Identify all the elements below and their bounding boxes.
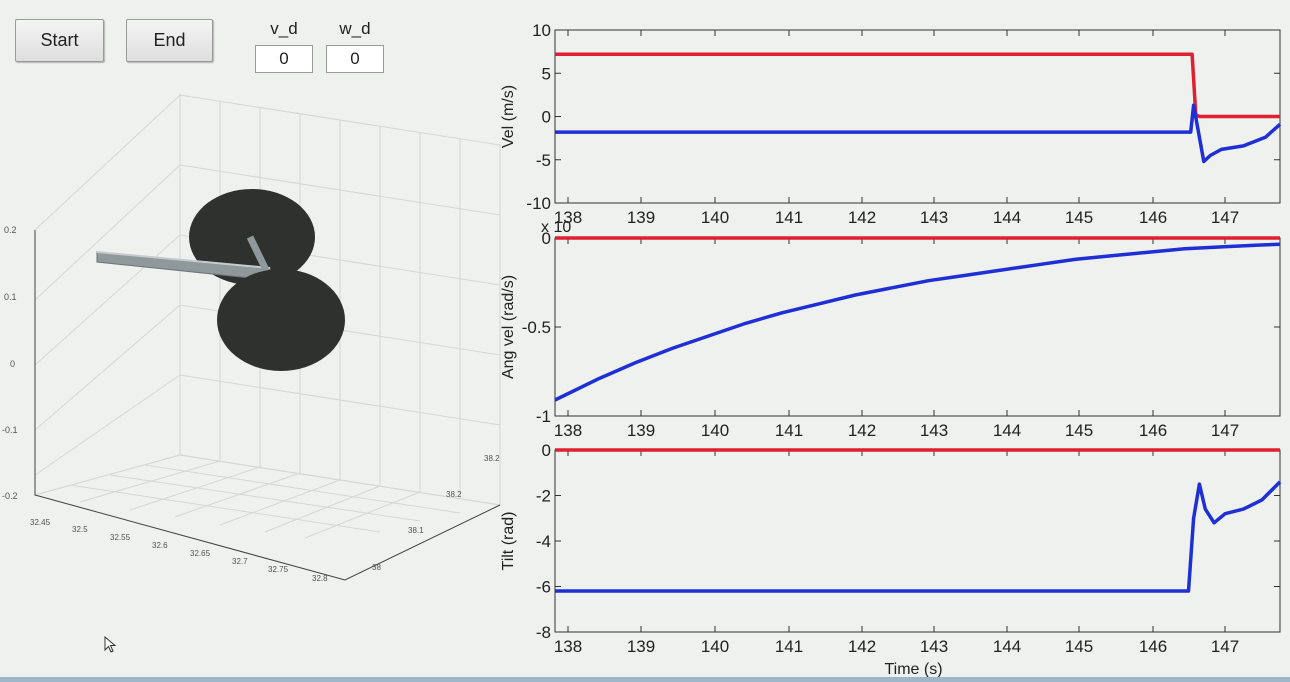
x-tick-label: 138 <box>554 208 582 227</box>
stem-rod <box>246 235 270 272</box>
x-tick-label: 138 <box>554 421 582 440</box>
x-tick-label: 143 <box>920 208 948 227</box>
window-bottom-border <box>0 677 1290 682</box>
x-tick-label: 143 <box>920 637 948 656</box>
svg-text:38.2: 38.2 <box>484 454 500 463</box>
x-tick-label: 147 <box>1211 421 1239 440</box>
x-tick-label: 144 <box>993 208 1021 227</box>
x-tick-label: 142 <box>848 637 876 656</box>
svg-text:32.65: 32.65 <box>190 549 211 558</box>
x-tick-label: 145 <box>1065 421 1093 440</box>
x-tick-label: 142 <box>848 421 876 440</box>
x-tick-label: 147 <box>1211 208 1239 227</box>
x-axis-label: Time (s) <box>884 661 942 678</box>
series-line-2 <box>555 480 1282 593</box>
y-tick-label: -0.5 <box>522 318 551 337</box>
w-d-field[interactable]: 0 <box>326 45 384 73</box>
y-tick-label: -8 <box>536 623 551 642</box>
y-tick-label: 0 <box>542 441 551 460</box>
robot-3d-view[interactable]: 0.2 0.1 0 -0.1 -0.2 32.45 32.5 32.55 32.… <box>0 85 520 605</box>
svg-text:-0.2: -0.2 <box>2 491 18 501</box>
start-button[interactable]: Start <box>15 19 104 62</box>
y-tick-label: -4 <box>536 532 551 551</box>
x-tick-label: 147 <box>1211 637 1239 656</box>
x-tick-label: 146 <box>1139 421 1167 440</box>
x-tick-label: 143 <box>920 421 948 440</box>
x-tick-label: 141 <box>775 208 803 227</box>
svg-text:32.8: 32.8 <box>312 574 328 583</box>
svg-text:0.2: 0.2 <box>4 225 17 235</box>
y-tick-label: 0 <box>542 108 551 127</box>
y-tick-label: -5 <box>536 151 551 170</box>
svg-text:32.45: 32.45 <box>30 518 51 527</box>
x-tick-label: 145 <box>1065 208 1093 227</box>
v-d-field[interactable]: 0 <box>255 45 313 73</box>
exponent-label: x 10 <box>541 219 571 236</box>
y-tick-labels: 38 38.1 38.2 38.2 <box>372 454 500 572</box>
x-tick-label: 142 <box>848 208 876 227</box>
svg-text:32.7: 32.7 <box>232 557 248 566</box>
series-line-2 <box>554 242 1281 402</box>
svg-text:32.55: 32.55 <box>110 533 131 542</box>
y-axis-label: Vel (m/s) <box>500 85 517 148</box>
x-tick-label: 140 <box>701 637 729 656</box>
y-tick-label: 10 <box>532 21 551 40</box>
mouse-cursor-icon <box>104 636 117 653</box>
y-tick-label: -6 <box>536 578 551 597</box>
plot-area <box>554 237 1281 417</box>
front-wheel <box>217 269 345 371</box>
y-tick-label: 0 <box>542 229 551 248</box>
y-tick-label: -10 <box>526 194 551 213</box>
svg-text:38.2: 38.2 <box>446 490 462 499</box>
y-axis-label: Tilt (rad) <box>500 512 517 571</box>
series-line-2 <box>555 103 1282 164</box>
x-tick-label: 141 <box>775 637 803 656</box>
y-axis-label: Ang vel (rad/s) <box>500 275 517 379</box>
svg-text:32.6: 32.6 <box>152 541 168 550</box>
plot-area <box>554 449 1281 633</box>
w-d-label: w_d <box>339 19 371 38</box>
svg-text:32.5: 32.5 <box>72 525 88 534</box>
y-tick-label: -2 <box>536 487 551 506</box>
x-tick-label: 140 <box>701 421 729 440</box>
end-button[interactable]: End <box>126 19 213 62</box>
x-tick-label: 138 <box>554 637 582 656</box>
svg-text:-0.1: -0.1 <box>2 425 18 435</box>
x-tick-label: 146 <box>1139 637 1167 656</box>
z-tick-labels: 0.2 0.1 0 -0.1 -0.2 <box>2 225 18 501</box>
x-tick-label: 146 <box>1139 208 1167 227</box>
x-tick-label: 144 <box>993 637 1021 656</box>
y-tick-label: 5 <box>542 64 551 83</box>
svg-text:0: 0 <box>10 359 15 369</box>
svg-text:38.1: 38.1 <box>408 526 424 535</box>
v-d-label: v_d <box>270 19 298 38</box>
x-tick-label: 139 <box>627 208 655 227</box>
x-tick-label: 141 <box>775 421 803 440</box>
y-tick-label: -1 <box>536 407 551 426</box>
x-tick-label: 145 <box>1065 637 1093 656</box>
svg-text:38: 38 <box>372 563 381 572</box>
x-tick-label: 139 <box>627 637 655 656</box>
x-tick-label: 144 <box>993 421 1021 440</box>
svg-text:32.75: 32.75 <box>268 565 289 574</box>
x-tick-label: 139 <box>627 421 655 440</box>
svg-text:0.1: 0.1 <box>4 292 17 302</box>
plot-area <box>554 29 1281 204</box>
x-tick-labels: 32.45 32.5 32.55 32.6 32.65 32.7 32.75 3… <box>30 518 328 583</box>
x-tick-label: 140 <box>701 208 729 227</box>
